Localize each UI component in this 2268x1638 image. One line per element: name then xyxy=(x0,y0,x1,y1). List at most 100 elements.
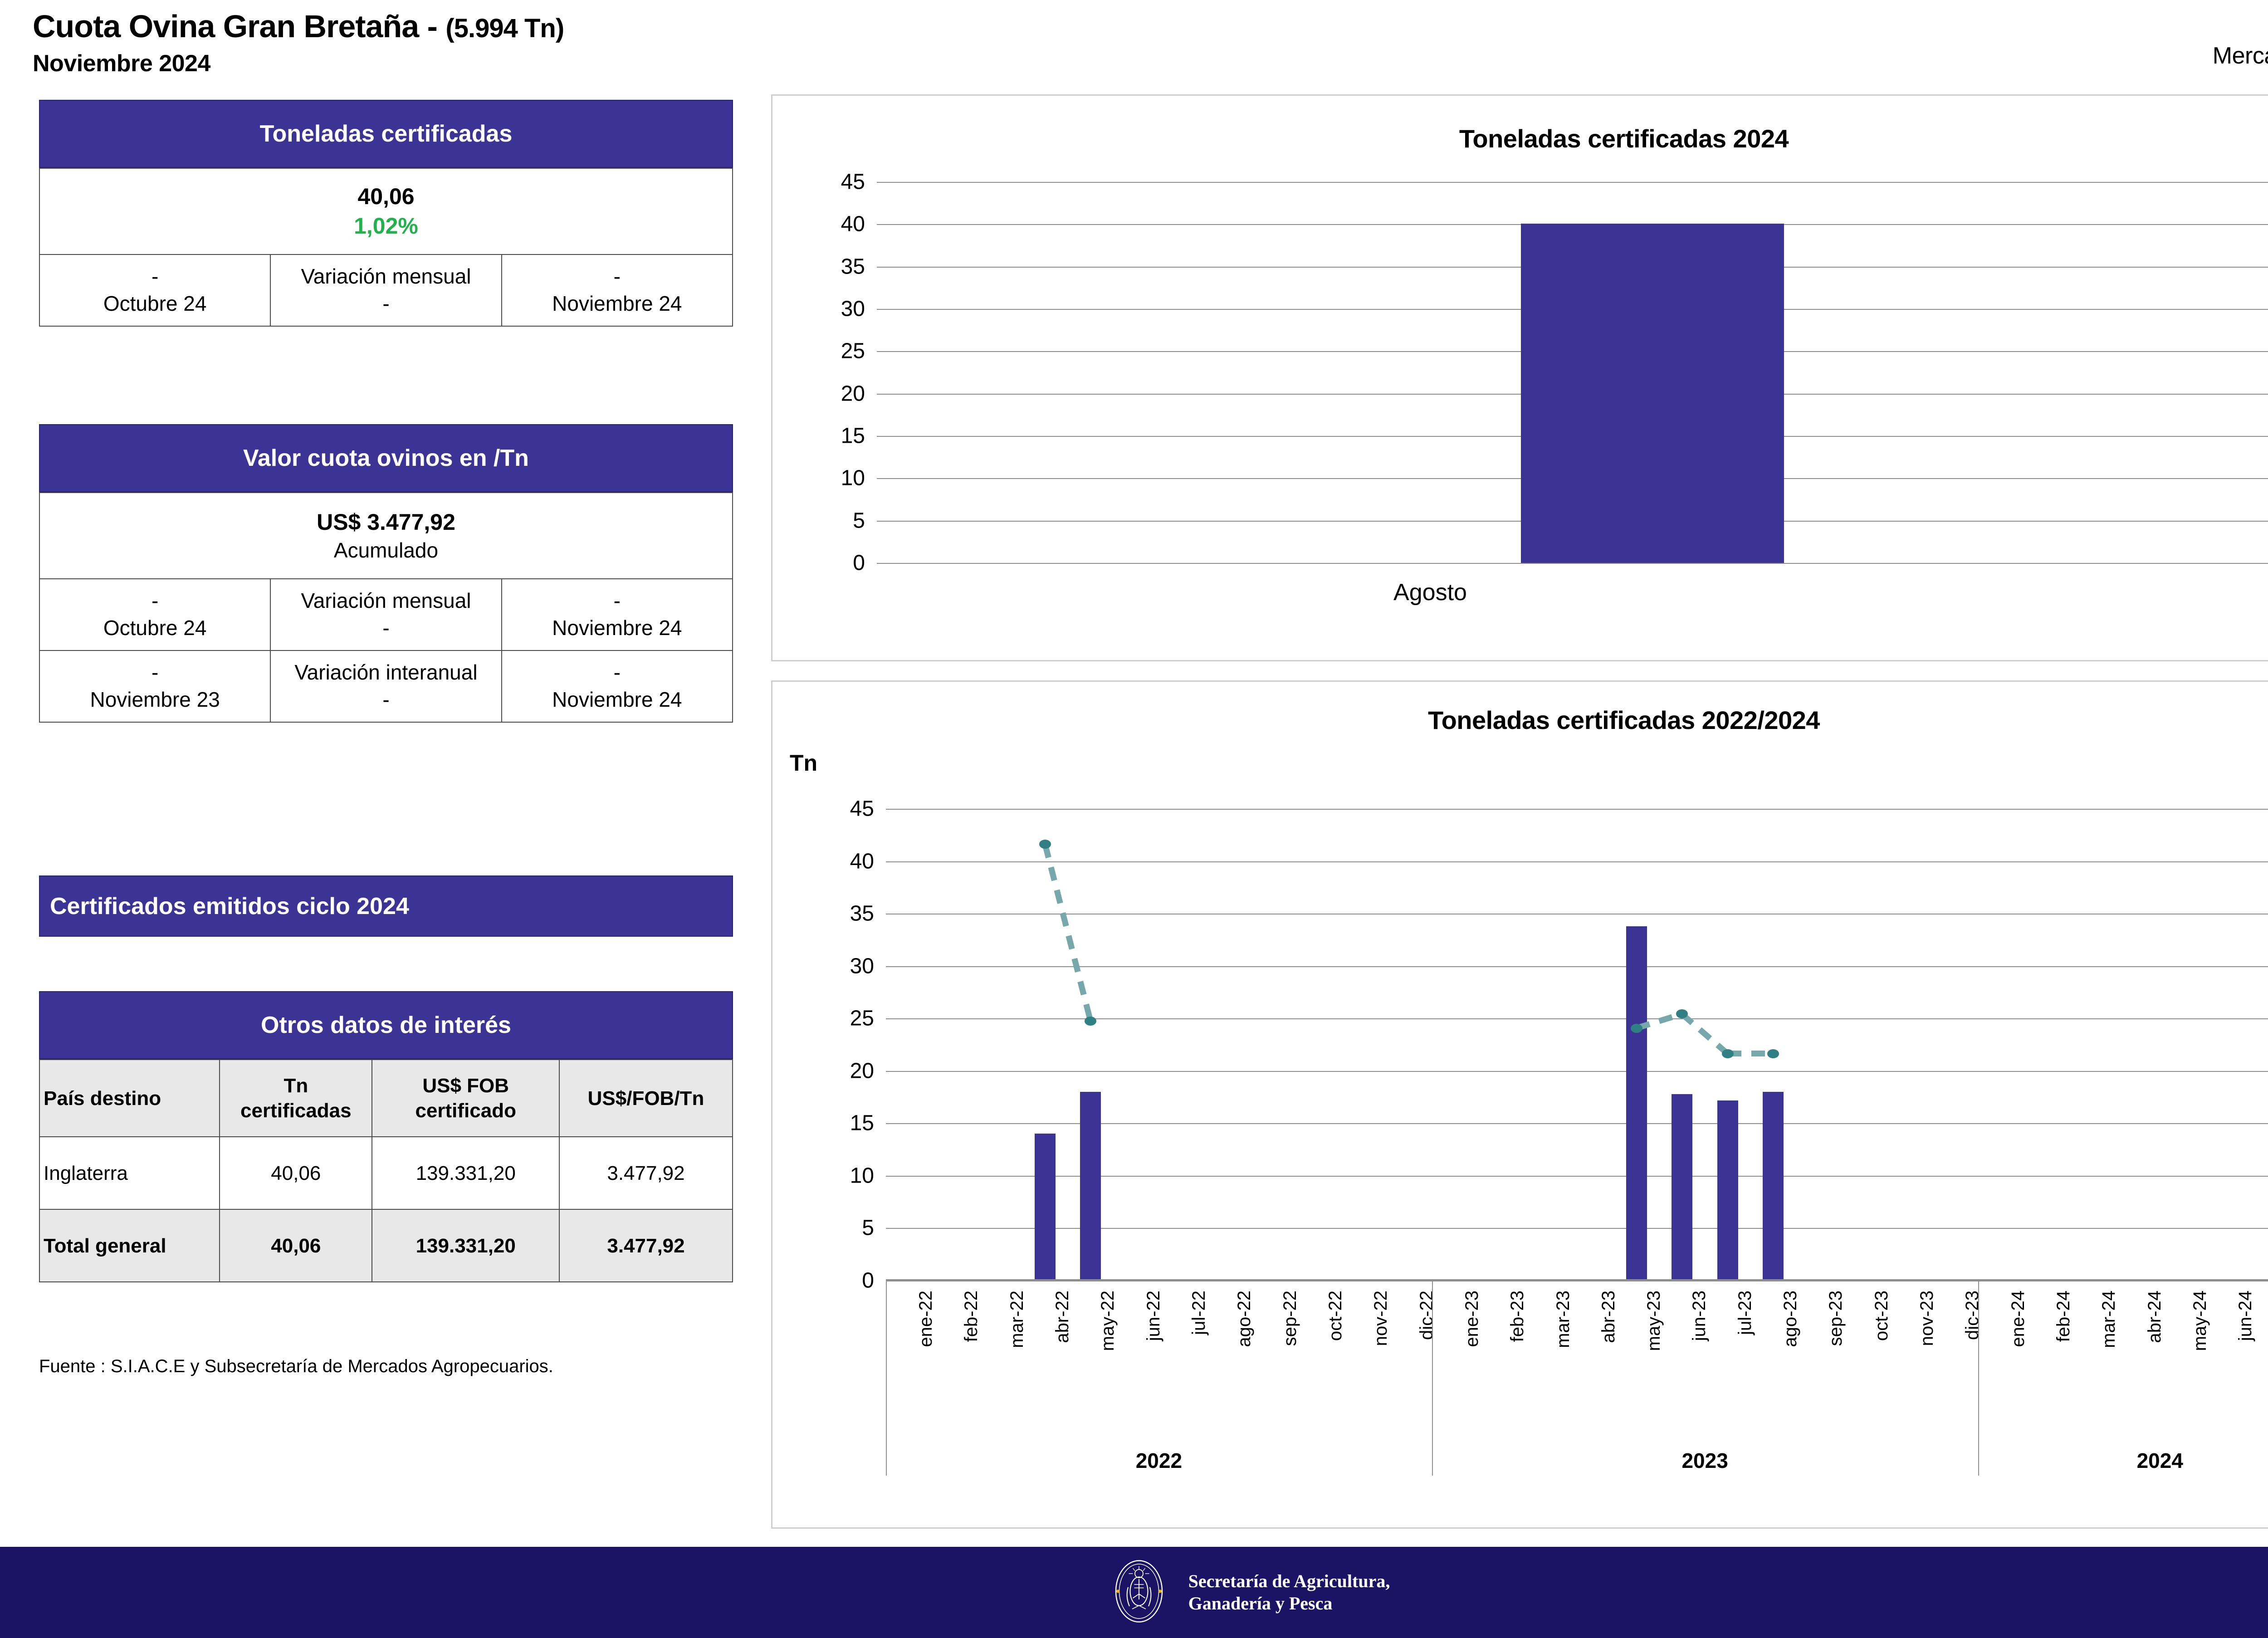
valor-cuota-band: Valor cuota ovinos en /Tn xyxy=(39,424,733,492)
x-axis-tick-label: ago-22 xyxy=(1234,1291,1255,1347)
line-segment xyxy=(1727,1051,1774,1056)
x-axis-tick-label: feb-22 xyxy=(961,1291,982,1342)
toneladas-value-cell: 40,06 1,02% xyxy=(39,168,733,255)
y-axis-tick-label: 25 xyxy=(850,1006,874,1031)
x-axis-tick-label: dic-22 xyxy=(1416,1291,1437,1340)
otros-datos-table-wrap: País destino Tn certificadas US$ FOB cer… xyxy=(39,1059,733,1282)
valor-interanual-prev-dash: - xyxy=(152,660,159,685)
table-row: - Noviembre 23 Variación interanual - - … xyxy=(39,650,733,723)
col-tn-certificadas: Tn certificadas xyxy=(219,1059,373,1137)
toneladas-variation-dash: - xyxy=(382,292,390,315)
cell-total-tn: 40,06 xyxy=(219,1209,373,1282)
valor-cuota-value: US$ 3.477,92 xyxy=(317,509,455,535)
col-usd-fob-tn: US$/FOB/Tn xyxy=(558,1059,733,1137)
table-row-total: Total general 40,06 139.331,20 3.477,92 xyxy=(39,1209,733,1282)
valor-mensual-variation-cell: Variación mensual - xyxy=(270,578,502,651)
chart-bottom-ylabel: Tn xyxy=(790,750,818,776)
table-row: Inglaterra 40,06 139.331,20 3.477,92 xyxy=(39,1136,733,1210)
left-summary-panel: Toneladas certificadas 40,06 1,02% - Oct… xyxy=(0,100,762,1376)
valor-mensual-curr-cell: - Noviembre 24 xyxy=(501,578,733,651)
line-segment xyxy=(1042,843,1094,1022)
bar-ago-23 xyxy=(1763,1092,1784,1281)
line-marker-may-22 xyxy=(1085,1017,1097,1026)
line-marker-may-23 xyxy=(1631,1023,1643,1033)
bar-may-22 xyxy=(1080,1092,1101,1281)
page-title-main: Cuota Ovina Gran Bretaña - xyxy=(33,9,446,44)
y-axis-tick-label: 20 xyxy=(841,381,865,406)
cell-fobtn: 3.477,92 xyxy=(558,1136,733,1210)
y-axis-tick-label: 10 xyxy=(850,1164,874,1188)
title-block: Cuota Ovina Gran Bretaña - (5.994 Tn) No… xyxy=(33,8,564,77)
otros-datos-band: Otros datos de interés xyxy=(39,991,733,1059)
otros-datos-card: Otros datos de interés País destino Tn c… xyxy=(39,991,733,1282)
footer-inner: Secretaría de Agricultura, Ganadería y P… xyxy=(1105,1557,1390,1628)
toneladas-variation-label: Variación mensual xyxy=(301,264,471,288)
y-axis-tick-label: 40 xyxy=(850,849,874,874)
page-header: Cuota Ovina Gran Bretaña - (5.994 Tn) No… xyxy=(0,0,2268,84)
table-row: - Octubre 24 Variación mensual - - Novie… xyxy=(39,254,733,327)
chart-title-bottom: Toneladas certificadas 2022/2024 xyxy=(1428,706,1820,734)
chart-title-top: Toneladas certificadas 2024 xyxy=(1459,124,1789,153)
chart-plot-bottom: 05101520253035404501.0002.0003.0004.0005… xyxy=(850,797,2268,1351)
line-marker-abr-22 xyxy=(1039,840,1051,849)
otros-datos-table: País destino Tn certificadas US$ FOB cer… xyxy=(39,1059,733,1282)
y-axis-tick-label: 5 xyxy=(862,1216,874,1240)
cell-tn: 40,06 xyxy=(219,1136,373,1210)
valor-cuota-value-sub: Acumulado xyxy=(333,538,439,562)
bar-jun-23 xyxy=(1672,1094,1693,1281)
toneladas-prev-cell: - Octubre 24 xyxy=(39,254,271,327)
bar-agosto xyxy=(1521,224,1784,563)
line-marker-jul-23 xyxy=(1721,1049,1734,1058)
chart-top-category-label: Agosto xyxy=(1393,579,1467,606)
bar-may-23 xyxy=(1626,926,1647,1281)
x-axis-tick-label: abr-24 xyxy=(2144,1291,2165,1343)
valor-interanual-curr-cell: - Noviembre 24 xyxy=(501,650,733,723)
x-axis-tick-label: feb-24 xyxy=(2053,1291,2073,1342)
cell-fob: 139.331,20 xyxy=(371,1136,560,1210)
year-group-label: 2023 xyxy=(1681,1449,1728,1472)
y-axis-tick-label: 40 xyxy=(841,212,865,236)
y-axis-tick-label: 0 xyxy=(862,1268,874,1293)
y-axis-tick-label: 45 xyxy=(841,170,865,194)
gridline xyxy=(886,1228,2268,1229)
x-axis-tick-label: ene-24 xyxy=(2008,1291,2028,1347)
x-axis-tick-label: mar-22 xyxy=(1007,1291,1027,1348)
x-axis-tick-label: may-23 xyxy=(1644,1291,1664,1351)
x-axis-tick-label: ene-23 xyxy=(1461,1291,1482,1347)
y-axis-tick-label: 5 xyxy=(853,509,865,533)
page-footer: Secretaría de Agricultura, Ganadería y P… xyxy=(0,1547,2268,1638)
table-header-row: País destino Tn certificadas US$ FOB cer… xyxy=(39,1059,733,1137)
y-axis-tick-label: 15 xyxy=(841,424,865,448)
table-row: US$ 3.477,92 Acumulado xyxy=(39,492,733,579)
valor-interanual-variation-label: Variación interanual xyxy=(294,660,478,685)
col-tn-certificadas-l2: certificadas xyxy=(240,1100,352,1122)
x-axis-tick-label: jul-23 xyxy=(1735,1291,1755,1335)
col-usd-fob-certificado: US$ FOB certificado xyxy=(371,1059,560,1137)
col-usd-fob-l2: certificado xyxy=(415,1100,516,1122)
bar-jul-23 xyxy=(1717,1100,1738,1281)
gridline xyxy=(886,1018,2268,1020)
x-axis-tick-label: ene-22 xyxy=(916,1291,936,1347)
gridline xyxy=(886,1123,2268,1125)
gridline xyxy=(886,861,2268,862)
valor-mensual-prev-dash: - xyxy=(152,589,159,613)
valor-interanual-curr-label: Noviembre 24 xyxy=(552,688,682,711)
line-marker-ago-23 xyxy=(1767,1049,1779,1058)
argentina-coat-of-arms-icon xyxy=(1105,1557,1173,1628)
toneladas-prev-label: Octubre 24 xyxy=(103,292,207,315)
x-axis-tick-label: ago-23 xyxy=(1780,1291,1801,1347)
valor-interanual-curr-dash: - xyxy=(613,660,621,685)
toneladas-variation-cell: Variación mensual - xyxy=(270,254,502,327)
x-axis-tick-label: dic-23 xyxy=(1962,1291,1983,1340)
axis-left-separator xyxy=(886,1281,887,1476)
year-group-separator xyxy=(1978,1281,1979,1476)
gridline xyxy=(886,809,2268,810)
x-axis-tick-label: oct-22 xyxy=(1325,1291,1345,1341)
toneladas-curr-label: Noviembre 24 xyxy=(552,292,682,315)
x-axis-tick-label: nov-23 xyxy=(1917,1291,1937,1346)
col-tn-certificadas-l1: Tn xyxy=(284,1075,308,1097)
chart-plot-top: 0 5 10 15 20 25 30 35 40 45 xyxy=(841,170,2268,575)
year-group-label: 2024 xyxy=(2136,1449,2183,1472)
toneladas-certificadas-table: 40,06 1,02% - Octubre 24 Variación mensu… xyxy=(39,168,733,327)
year-group-label: 2022 xyxy=(1135,1449,1183,1472)
